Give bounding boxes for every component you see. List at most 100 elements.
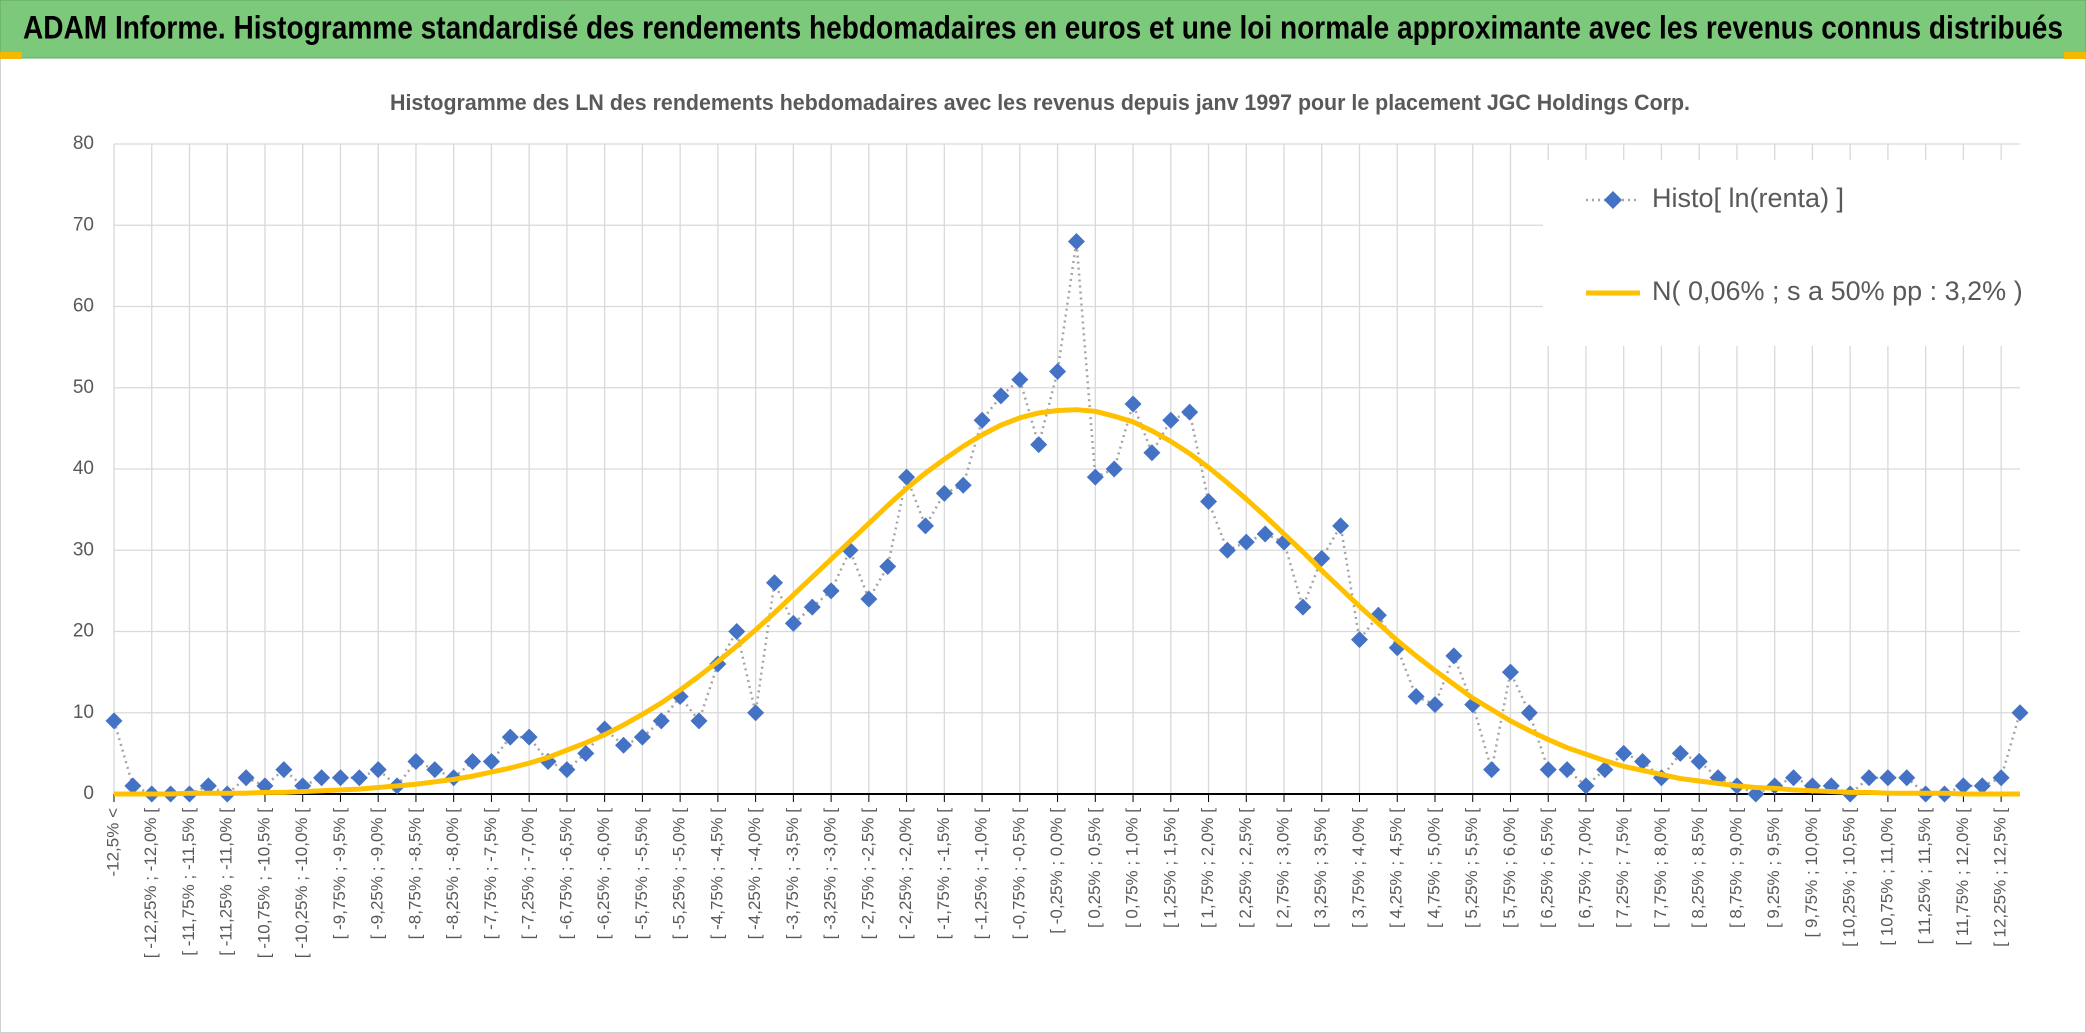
- data-point: [1011, 371, 1029, 389]
- banner-tab: [0, 52, 22, 59]
- y-tick-label: 30: [73, 539, 94, 560]
- data-point: [1086, 468, 1104, 486]
- x-tick-label: [ 4,75% ; 5,0% [: [1424, 808, 1443, 928]
- x-tick-label: [ -4,75% ; -4,5% [: [707, 808, 726, 940]
- x-tick-label: [ -11,75% ; -11,5% [: [179, 808, 198, 956]
- data-point: [1351, 631, 1369, 649]
- banner-tab: [2064, 52, 2086, 59]
- x-tick-label: [ -8,25% ; -8,0% [: [443, 808, 462, 940]
- x-tick-label: [ -3,75% ; -3,5% [: [783, 808, 802, 940]
- x-tick-label: [ -7,25% ; -7,0% [: [519, 808, 538, 940]
- x-tick-label: [ 3,75% ; 4,0% [: [1349, 808, 1368, 928]
- data-point: [916, 517, 934, 535]
- data-point: [1671, 744, 1689, 762]
- data-point: [1143, 444, 1161, 462]
- data-point: [199, 777, 217, 795]
- legend-label: Histo[ ln(renta) ]: [1652, 183, 1844, 213]
- data-point: [1954, 777, 1972, 795]
- data-point: [992, 387, 1010, 405]
- x-tick-label: [ -6,25% ; -6,0% [: [594, 808, 613, 940]
- data-point: [1501, 663, 1519, 681]
- data-point: [1992, 769, 2010, 787]
- x-tick-label: [ -10,75% ; -10,5% [: [254, 808, 273, 959]
- data-point: [1124, 395, 1142, 413]
- x-tick-label: [ -5,75% ; -5,5% [: [632, 808, 651, 940]
- x-tick-label: [ -9,75% ; -9,5% [: [330, 808, 349, 940]
- data-point: [482, 753, 500, 770]
- x-tick-label: [ -0,75% ; -0,5% [: [1009, 808, 1028, 940]
- data-point: [747, 704, 765, 722]
- x-tick-label: [ -1,25% ; -1,0% [: [972, 808, 991, 940]
- data-point: [1067, 233, 1085, 250]
- data-point: [331, 769, 349, 787]
- x-tick-label: [ 6,75% ; 7,0% [: [1575, 808, 1594, 928]
- data-point: [615, 736, 633, 754]
- data-point: [1539, 761, 1557, 779]
- x-tick-label: -12,5% <: [103, 808, 122, 877]
- x-tick-label: [ 4,25% ; 4,5% [: [1387, 808, 1406, 928]
- data-point: [1030, 436, 1048, 454]
- x-tick-label: [ 12,25% ; 12,5% [: [1991, 808, 2010, 947]
- data-point: [426, 761, 444, 779]
- data-point: [1615, 744, 1633, 762]
- x-tick-label: [ 10,75% ; 11,0% [: [1877, 808, 1896, 946]
- data-point: [879, 558, 897, 575]
- data-point: [633, 728, 651, 746]
- data-point: [822, 582, 840, 600]
- y-tick-label: 50: [73, 377, 94, 398]
- x-tick-label: [ 8,75% ; 9,0% [: [1726, 808, 1745, 928]
- data-point: [1860, 769, 1878, 787]
- data-point: [558, 761, 576, 779]
- data-point: [1634, 753, 1652, 770]
- data-point: [275, 761, 293, 779]
- data-point: [1596, 761, 1614, 779]
- x-tick-label: [ 9,75% ; 10,0% [: [1802, 808, 1821, 938]
- data-point: [1162, 411, 1180, 429]
- data-point: [652, 712, 670, 730]
- y-tick-label: 60: [73, 296, 94, 317]
- data-point: [1520, 704, 1538, 722]
- data-point: [1049, 363, 1067, 380]
- x-tick-label: [ 5,25% ; 5,5% [: [1462, 808, 1481, 928]
- x-tick-label: [ 1,25% ; 1,5% [: [1160, 808, 1179, 928]
- x-tick-label: [ 11,25% ; 11,5% [: [1915, 808, 1934, 945]
- data-point: [765, 574, 783, 592]
- y-tick-label: 20: [73, 621, 94, 642]
- data-point: [1558, 761, 1576, 779]
- x-tick-label: [ 1,75% ; 2,0% [: [1198, 808, 1217, 928]
- data-point: [1426, 696, 1444, 714]
- chart-title: Histogramme des LN des rendements hebdom…: [390, 90, 1690, 115]
- legend-box: [1543, 160, 2020, 346]
- page-title: ADAM Informe. Histogramme standardisé de…: [23, 9, 2063, 45]
- data-point: [464, 753, 482, 770]
- data-point: [1256, 525, 1274, 543]
- data-point: [803, 598, 821, 616]
- data-point: [1785, 769, 1803, 787]
- x-tick-label: [ 10,25% ; 10,5% [: [1840, 808, 1859, 947]
- data-point: [1237, 533, 1255, 551]
- x-tick-label: [ -7,75% ; -7,5% [: [481, 808, 500, 940]
- x-tick-label: [ -9,25% ; -9,0% [: [368, 808, 387, 940]
- data-point: [237, 769, 255, 787]
- legend-label: N( 0,06% ; s a 50% pp : 3,2% ): [1652, 276, 2023, 306]
- x-tick-label: [ -4,25% ; -4,0% [: [745, 808, 764, 940]
- x-tick-label: [ 8,25% ; 8,5% [: [1689, 808, 1708, 928]
- data-point: [935, 484, 953, 502]
- data-point: [1483, 761, 1501, 779]
- data-point: [1445, 647, 1463, 665]
- x-tick-label: [ 3,25% ; 3,5% [: [1311, 808, 1330, 928]
- x-tick-label: [ 0,75% ; 1,0% [: [1123, 808, 1142, 928]
- data-point: [1200, 493, 1218, 510]
- data-point: [1898, 769, 1916, 787]
- x-tick-label: [ -0,25% ; 0,0% [: [1047, 808, 1066, 934]
- data-point: [577, 744, 595, 762]
- data-point: [1218, 541, 1236, 559]
- x-tick-label: [ -3,25% ; -3,0% [: [821, 808, 840, 940]
- data-point: [1181, 403, 1199, 421]
- data-point: [501, 728, 519, 746]
- x-tick-label: [ 7,25% ; 7,5% [: [1613, 808, 1632, 928]
- x-tick-label: [ -11,25% ; -11,0% [: [217, 808, 236, 956]
- data-point: [1577, 777, 1595, 795]
